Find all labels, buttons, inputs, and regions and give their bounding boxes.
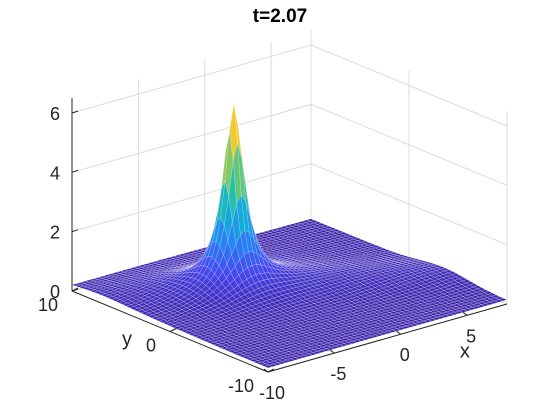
x-tick <box>462 311 468 316</box>
y-tick-label: 0 <box>146 336 156 356</box>
y-tick-label: 10 <box>38 295 58 315</box>
z-tick <box>71 110 79 114</box>
z-tick-label: 4 <box>50 163 60 183</box>
x-tick <box>263 368 269 373</box>
surface-mesh <box>71 103 508 369</box>
x-tick-label: -10 <box>259 383 285 403</box>
x-tick <box>330 349 335 354</box>
z-gridline <box>71 44 508 127</box>
y-tick <box>169 328 177 332</box>
z-gridline <box>71 103 508 186</box>
z-tick-label: 0 <box>50 282 60 302</box>
y-tick-label: -10 <box>228 376 254 396</box>
y-axis-label: y <box>122 329 132 351</box>
x-tick <box>396 330 402 335</box>
z-gridline <box>71 163 508 246</box>
z-tick <box>71 169 79 173</box>
y-tick <box>267 368 275 373</box>
x-tick-label: -5 <box>330 364 346 384</box>
z-tick <box>71 229 79 233</box>
y-tick <box>71 287 79 292</box>
surface-cell <box>263 364 273 369</box>
x-axis-label: x <box>460 340 470 362</box>
chart-title: t=2.07 <box>252 6 308 27</box>
z-tick-label: 6 <box>50 104 60 124</box>
x-tick-label: 0 <box>400 345 410 365</box>
x-tick-label: 5 <box>466 326 476 346</box>
z-tick-label: 2 <box>50 223 60 243</box>
